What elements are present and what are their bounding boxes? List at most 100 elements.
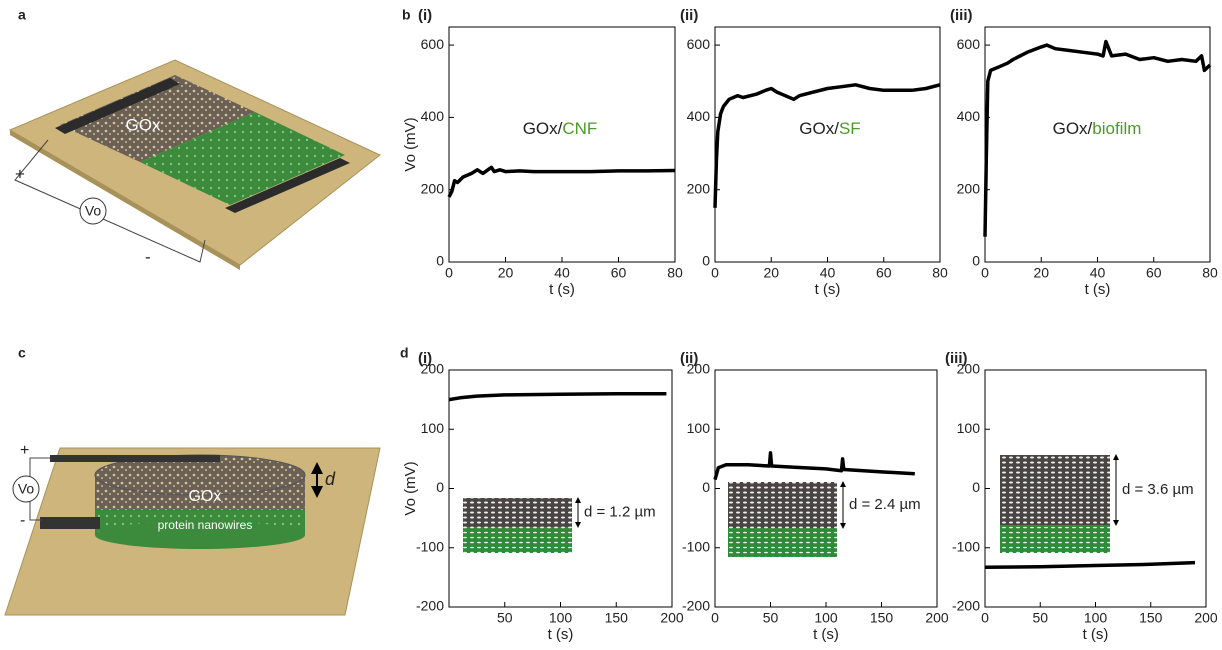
annotation-part: CNF [562, 119, 597, 138]
x-tick-label: 100 [1084, 610, 1108, 626]
minus-label: - [145, 247, 151, 266]
minus-label: - [20, 512, 25, 529]
y-tick-label: -100 [416, 538, 444, 554]
x-tick-label: 20 [763, 265, 779, 281]
plot-frame [449, 27, 675, 262]
plot-frame [715, 27, 940, 262]
diagram-a: GOx + - Vo [10, 60, 380, 270]
x-tick-label: 40 [820, 265, 836, 281]
x-tick-label: 200 [660, 610, 684, 626]
y-tick-label: 0 [436, 253, 444, 269]
panel-label: d [400, 345, 409, 361]
x-tick-label: 0 [981, 265, 989, 281]
y-tick-label: -200 [682, 598, 710, 614]
x-tick-label: 200 [1194, 610, 1218, 626]
panel-label: (ii) [680, 7, 698, 24]
panel-label: (i) [418, 7, 432, 24]
panel-label: a [18, 7, 26, 23]
x-tick-label: 20 [498, 265, 514, 281]
annotation-part: GOx/ [1053, 119, 1093, 138]
plus-label: + [15, 164, 25, 183]
y-tick-label: 0 [972, 479, 980, 495]
layer-label: protein nanowires [158, 518, 253, 532]
inset-top [463, 498, 572, 527]
x-tick-label: 20 [1033, 265, 1049, 281]
panel-label: (iii) [945, 350, 968, 367]
meter-label: Vo [18, 481, 35, 497]
y-tick-label: 0 [436, 479, 444, 495]
y-tick-label: -100 [682, 538, 710, 554]
x-axis-label: t (s) [1085, 281, 1111, 298]
x-tick-label: 80 [932, 265, 948, 281]
x-tick-label: 80 [1202, 265, 1218, 281]
x-axis-label: t (s) [813, 626, 839, 643]
material-label: GOx [126, 115, 161, 134]
x-tick-label: 0 [711, 610, 719, 626]
y-tick-label: 100 [957, 420, 981, 436]
y-axis-label: Vo (mV) [402, 117, 419, 171]
panel-label: (ii) [680, 350, 698, 367]
x-tick-label: 40 [554, 265, 570, 281]
x-tick-label: 150 [1139, 610, 1163, 626]
x-tick-label: 0 [445, 265, 453, 281]
inset-bottom [463, 527, 572, 553]
plot-frame [449, 370, 672, 607]
y-tick-label: 0 [702, 479, 710, 495]
plus-label: + [20, 442, 29, 459]
annotation: GOx/biofilm [1053, 119, 1142, 138]
y-tick-label: 600 [687, 36, 711, 52]
inset-top [1000, 455, 1110, 525]
x-tick-label: 50 [497, 610, 513, 626]
x-tick-label: 40 [1090, 265, 1106, 281]
annotation: GOx/CNF [523, 119, 598, 138]
x-tick-label: 100 [549, 610, 573, 626]
data-line [985, 563, 1195, 568]
panel-label: b [402, 7, 411, 23]
y-tick-label: 0 [972, 253, 980, 269]
material-label: GOx [189, 488, 222, 505]
x-axis-label: t (s) [549, 281, 575, 298]
inset-bottom [728, 528, 837, 557]
x-tick-label: 100 [814, 610, 838, 626]
inset-label: d = 1.2 µm [584, 503, 656, 520]
panel-label: c [18, 345, 26, 361]
x-tick-label: 80 [667, 265, 683, 281]
diagram-c: + - Vo GOx d protein nanowires [5, 442, 380, 615]
y-tick-label: 400 [421, 108, 445, 124]
annotation-part: GOx/ [799, 119, 839, 138]
x-tick-label: 0 [711, 265, 719, 281]
y-tick-label: 0 [702, 253, 710, 269]
y-tick-label: 200 [421, 180, 445, 196]
data-line [715, 85, 940, 208]
y-tick-label: -200 [952, 598, 980, 614]
y-tick-label: 400 [957, 108, 981, 124]
y-tick-label: 400 [687, 108, 711, 124]
x-tick-label: 150 [870, 610, 894, 626]
data-line [449, 167, 675, 197]
y-axis-label: Vo (mV) [402, 461, 419, 515]
annotation-part: SF [839, 119, 861, 138]
x-tick-label: 60 [611, 265, 627, 281]
inset-top [728, 482, 837, 528]
y-tick-label: 200 [957, 180, 981, 196]
plot-frame [985, 27, 1210, 262]
data-line [449, 394, 666, 400]
y-tick-label: -100 [952, 538, 980, 554]
inset-bottom [1000, 525, 1110, 553]
inset-label: d = 2.4 µm [849, 496, 921, 513]
data-line [715, 453, 915, 480]
panel-label: (i) [418, 350, 432, 367]
x-axis-label: t (s) [1083, 626, 1109, 643]
thickness-label: d [325, 469, 336, 489]
y-tick-label: 600 [957, 36, 981, 52]
inset-label: d = 3.6 µm [1122, 481, 1194, 498]
meter-label: Vo [85, 203, 102, 219]
y-tick-label: 200 [687, 180, 711, 196]
x-tick-label: 150 [605, 610, 629, 626]
y-tick-label: 100 [421, 420, 445, 436]
x-axis-label: t (s) [548, 626, 574, 643]
figure: GOx + - Vo + - Vo GOx d protein nanowire… [0, 0, 1222, 645]
x-tick-label: 0 [981, 610, 989, 626]
x-tick-label: 200 [925, 610, 949, 626]
annotation: GOx/SF [799, 119, 860, 138]
